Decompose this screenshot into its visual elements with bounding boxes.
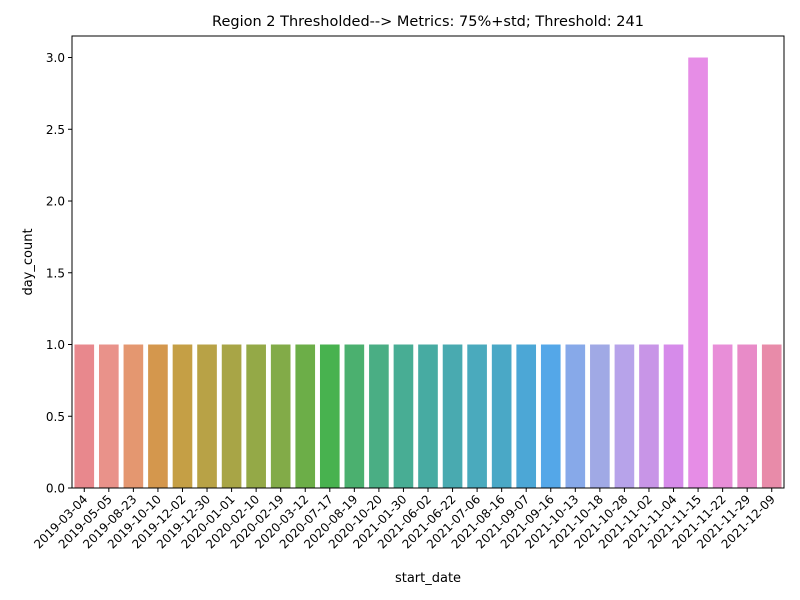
bar-2021-10-28 (614, 344, 635, 488)
bar-2021-06-02 (418, 344, 438, 488)
bar-2020-07-17 (319, 344, 340, 488)
bars-group (74, 57, 782, 489)
bar-2021-10-18 (590, 344, 610, 488)
bar-2020-02-10 (246, 344, 266, 488)
bar-2021-11-22 (712, 344, 733, 488)
bar-2021-08-16 (491, 344, 512, 488)
bar-2021-10-13 (565, 344, 586, 488)
bar-2020-02-19 (270, 344, 291, 488)
bar-2020-01-01 (221, 344, 242, 488)
bar-2020-10-20 (369, 344, 389, 488)
y-tick-label: 0.5 (46, 410, 65, 424)
bar-2021-09-16 (540, 344, 561, 488)
y-axis: 0.0 0.5 1.0 1.5 2.0 2.5 3.0 (46, 51, 72, 496)
y-tick-label: 1.0 (46, 338, 65, 352)
bar-2021-01-30 (393, 344, 414, 488)
y-tick-label: 2.5 (46, 123, 65, 137)
chart-title: Region 2 Thresholded--> Metrics: 75%+std… (212, 14, 644, 30)
bar-2019-08-23 (123, 344, 144, 488)
bar-2021-09-07 (516, 344, 537, 488)
x-axis-label: start_date (395, 571, 461, 586)
x-axis: 2019-03-042019-05-052019-08-232019-10-10… (31, 488, 778, 551)
y-tick-label: 2.0 (46, 195, 65, 209)
bar-2019-12-02 (172, 344, 193, 488)
bar-2021-12-09 (761, 344, 782, 488)
y-tick-label: 3.0 (46, 51, 65, 65)
bar-2021-11-02 (639, 344, 659, 488)
bar-2021-11-29 (737, 344, 757, 488)
plot-frame (71, 35, 785, 489)
bar-2019-03-04 (74, 344, 95, 488)
y-axis-label: day_count (21, 228, 36, 295)
bar-2019-05-05 (99, 344, 119, 488)
bar-2019-10-10 (148, 344, 168, 488)
bar-2021-11-15 (688, 57, 708, 489)
bar-2020-03-12 (295, 344, 316, 488)
bar-2020-08-19 (344, 344, 365, 488)
bar-2021-11-04 (663, 344, 684, 488)
y-tick-label: 0.0 (46, 482, 65, 496)
bar-2019-12-30 (197, 344, 217, 488)
bar-2021-06-22 (442, 344, 463, 488)
y-tick-label: 1.5 (46, 266, 65, 280)
bar-2021-07-06 (467, 344, 487, 488)
